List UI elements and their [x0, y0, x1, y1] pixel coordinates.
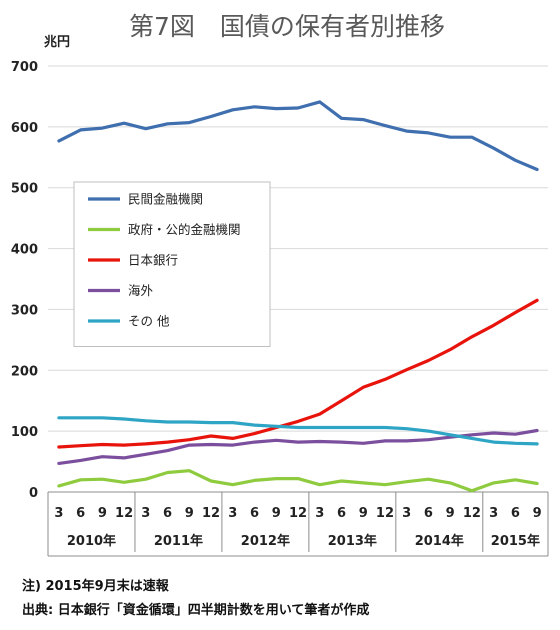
y-tick-label: 500 [11, 182, 38, 197]
y-tick-label: 300 [11, 303, 38, 318]
x-tick-label: 12 [289, 506, 307, 521]
chart-title: 第7図 国債の保有者別推移 [129, 12, 445, 41]
x-tick-label: 12 [115, 506, 133, 521]
axes [47, 491, 549, 557]
series-line-4 [57, 428, 539, 465]
y-tick-label: 700 [11, 60, 38, 75]
x-tick-label: 6 [511, 506, 520, 521]
series-line-2 [57, 469, 539, 493]
y-tick-label: 600 [11, 121, 38, 136]
year-label: 2015年 [491, 533, 540, 549]
x-tick-label: 9 [185, 506, 194, 521]
legend-label: 日本銀行 [128, 253, 178, 268]
x-tick-label: 9 [533, 506, 542, 521]
x-tick-label: 3 [489, 506, 498, 521]
year-label: 2011年 [154, 533, 203, 549]
legend-label: その 他 [128, 314, 170, 329]
y-tick-label: 200 [11, 364, 38, 379]
source-note: 出典: 日本銀行「資金循環」四半期計数を用いて筆者が作成 [22, 603, 370, 618]
series-line-5 [57, 416, 539, 446]
x-tick-label: 9 [359, 506, 368, 521]
x-tick-label: 9 [98, 506, 107, 521]
x-tick-label: 9 [446, 506, 455, 521]
note-preliminary: 注) 2015年9月末は速報 [22, 579, 169, 594]
x-tick-label: 6 [337, 506, 346, 521]
legend-label: 海外 [128, 283, 154, 298]
legend-label: 民間金融機関 [128, 192, 203, 207]
x-tick-label: 9 [272, 506, 281, 521]
year-label: 2010年 [67, 533, 116, 549]
y-tick-labels: 0 100 200 300 400 500 600 700 [11, 60, 38, 501]
unit-label: 兆円 [44, 34, 70, 50]
series-lines [57, 100, 539, 493]
x-tick-label: 6 [424, 506, 433, 521]
x-tick-label: 3 [315, 506, 324, 521]
series-line-3 [57, 298, 539, 449]
legend-box [73, 181, 271, 347]
x-tick-label: 12 [463, 506, 481, 521]
year-label: 2012年 [241, 533, 290, 549]
year-label: 2014年 [415, 533, 464, 549]
x-tick-label: 3 [141, 506, 150, 521]
year-label: 2013年 [328, 533, 377, 549]
series-line-1 [57, 100, 539, 172]
x-tick-label: 12 [376, 506, 394, 521]
legend-label: 政府・公的金融機関 [128, 222, 241, 237]
y-tick-label: 400 [11, 243, 38, 258]
x-tick-label: 3 [228, 506, 237, 521]
x-tick-label: 6 [163, 506, 172, 521]
y-tick-label: 100 [11, 425, 38, 440]
x-tick-label: 3 [54, 506, 63, 521]
y-tick-label: 0 [29, 486, 38, 501]
x-tick-label: 3 [402, 506, 411, 521]
x-tick-label: 6 [76, 506, 85, 521]
x-tick-label: 6 [250, 506, 259, 521]
x-tick-label: 12 [202, 506, 220, 521]
